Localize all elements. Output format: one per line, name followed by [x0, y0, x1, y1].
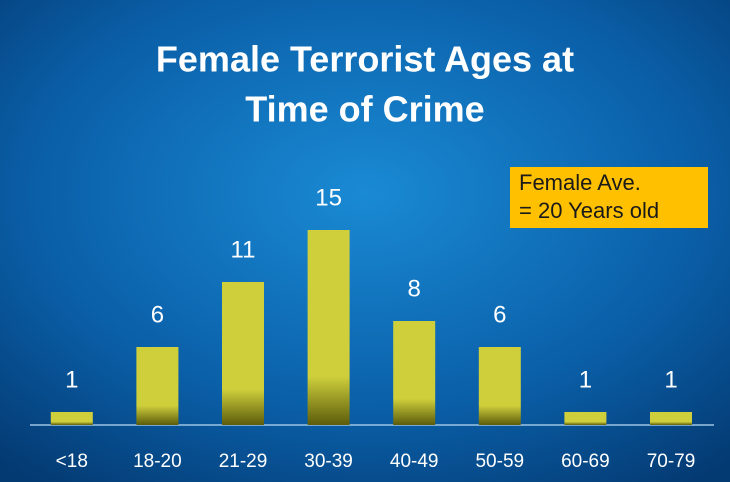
bar [650, 412, 692, 425]
x-tick-label: 60-69 [561, 451, 610, 472]
data-label: 6 [493, 301, 506, 328]
x-tick-label: <18 [56, 451, 88, 472]
data-label: 8 [408, 275, 421, 302]
annotation: = 20 Years old [519, 198, 659, 223]
bar [50, 412, 93, 425]
bar [222, 282, 264, 425]
data-label: 1 [579, 366, 592, 393]
x-tick-label: 70-79 [647, 451, 696, 472]
data-label: 1 [664, 366, 677, 393]
x-tick-label: 50-59 [475, 451, 524, 472]
bar [136, 347, 179, 425]
data-label: 6 [151, 301, 164, 328]
data-label: 11 [231, 236, 256, 263]
bar [307, 230, 350, 425]
x-tick-label: 18-20 [133, 451, 182, 472]
chart-title: Female Terrorist Ages at [156, 39, 574, 80]
bar [478, 347, 521, 425]
annotation-box [510, 167, 708, 228]
x-tick-label: 30-39 [304, 451, 353, 472]
data-label: 15 [315, 184, 342, 211]
x-tick-label: 21-29 [219, 451, 268, 472]
x-tick-label: 40-49 [390, 451, 439, 472]
bar [564, 412, 607, 425]
bar [393, 321, 436, 425]
data-label: 1 [65, 366, 78, 393]
annotation: Female Ave. [519, 170, 641, 195]
chart-title: Time of Crime [245, 89, 484, 130]
